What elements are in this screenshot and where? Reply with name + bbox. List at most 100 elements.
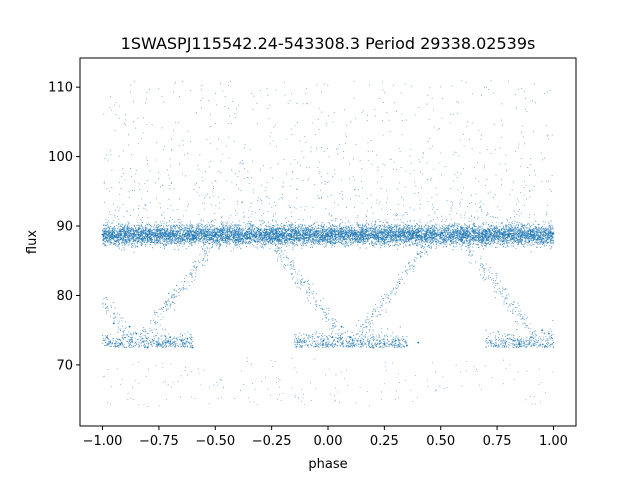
data-point [425, 228, 427, 230]
data-point [417, 341, 420, 344]
data-point [476, 228, 478, 230]
data-point [140, 241, 142, 243]
data-point [338, 225, 340, 227]
data-point [469, 228, 471, 230]
data-point [440, 227, 442, 229]
data-point [520, 227, 522, 229]
data-point [397, 241, 399, 243]
data-point [126, 242, 128, 244]
data-point [405, 228, 407, 230]
data-point [115, 239, 117, 241]
data-point [287, 226, 289, 228]
data-point [265, 243, 267, 245]
data-point [454, 246, 456, 248]
data-point [108, 225, 110, 227]
data-point [334, 246, 336, 248]
data-point [351, 239, 353, 241]
data-point [273, 228, 275, 230]
data-point [106, 245, 108, 247]
data-point [300, 227, 303, 229]
data-point [302, 243, 304, 245]
data-point [366, 223, 368, 225]
data-point [256, 227, 258, 229]
data-point [178, 226, 181, 229]
data-point [455, 242, 457, 244]
data-point [255, 231, 258, 234]
data-point [305, 240, 307, 242]
data-point [132, 245, 134, 247]
data-point [142, 235, 144, 237]
data-point [446, 236, 448, 238]
data-point [451, 235, 453, 237]
data-point [460, 232, 462, 234]
data-point [165, 242, 167, 244]
data-point [524, 226, 526, 228]
data-point [433, 240, 435, 242]
data-point [423, 229, 425, 231]
data-point [374, 229, 376, 231]
data-point [128, 227, 130, 229]
data-point [465, 226, 467, 228]
data-point [442, 226, 444, 228]
data-point [170, 226, 172, 228]
data-point [453, 229, 455, 231]
data-point [191, 346, 194, 349]
data-point [255, 233, 257, 235]
data-point [377, 225, 379, 227]
data-point [252, 236, 254, 238]
data-point [335, 228, 337, 230]
data-point [441, 227, 444, 229]
data-point [173, 239, 175, 241]
data-point [298, 227, 300, 229]
data-point [456, 245, 458, 247]
data-point [320, 226, 322, 228]
data-point [391, 226, 393, 228]
data-point [223, 239, 225, 241]
data-point [413, 243, 415, 245]
data-point [212, 229, 214, 231]
data-point [308, 230, 310, 232]
data-point [163, 245, 165, 247]
data-point [192, 226, 194, 228]
data-point [481, 230, 483, 232]
data-point [421, 230, 423, 232]
data-point [230, 250, 232, 252]
data-point [197, 242, 199, 244]
data-point [334, 231, 337, 233]
data-point [487, 233, 489, 235]
data-point [342, 243, 344, 245]
data-point [230, 226, 232, 228]
data-point [126, 238, 128, 240]
data-point [490, 225, 492, 227]
data-point [266, 226, 268, 228]
data-point [547, 236, 549, 238]
data-point [196, 240, 198, 242]
data-point [310, 243, 312, 245]
data-point [437, 233, 439, 235]
data-point [460, 246, 462, 248]
data-point [202, 233, 204, 235]
data-point [181, 241, 183, 243]
data-point [335, 227, 337, 229]
data-point [346, 236, 348, 238]
data-point [310, 235, 312, 237]
data-point [226, 243, 228, 245]
data-point [317, 227, 320, 229]
data-point [181, 221, 183, 223]
data-point [154, 241, 156, 243]
data-point [304, 228, 306, 230]
data-point [154, 228, 156, 230]
data-point [404, 232, 406, 235]
data-point [323, 230, 325, 233]
data-point [384, 227, 386, 229]
data-point [194, 233, 196, 235]
data-point [376, 229, 378, 231]
data-point [176, 241, 178, 243]
data-point [139, 227, 141, 229]
data-point [212, 246, 214, 248]
data-point [505, 225, 507, 227]
data-point [360, 239, 362, 241]
data-point [393, 224, 396, 226]
data-point [510, 225, 512, 227]
data-point [542, 238, 544, 240]
